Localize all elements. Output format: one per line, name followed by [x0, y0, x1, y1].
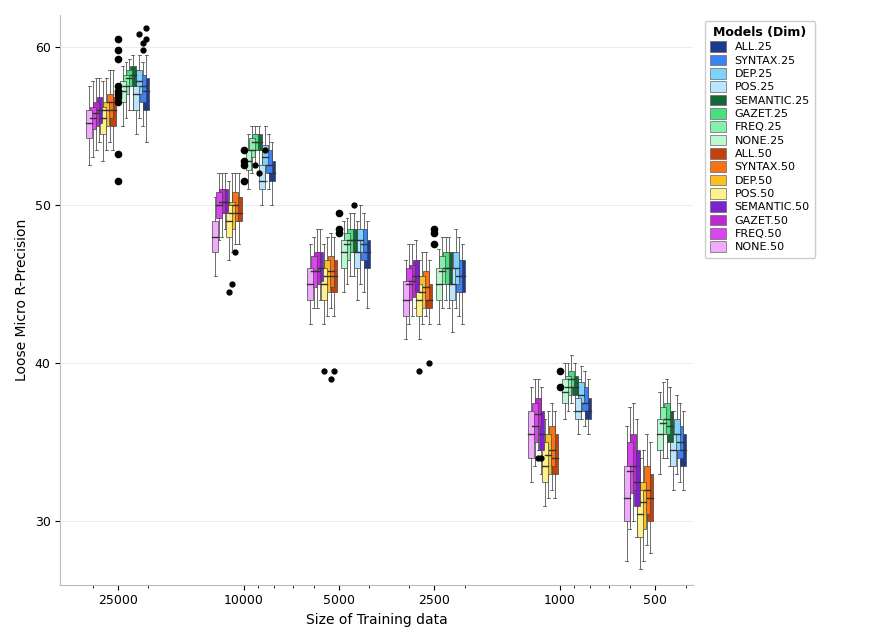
- Bar: [331, 260, 337, 292]
- Bar: [426, 284, 432, 308]
- Bar: [233, 192, 238, 221]
- Bar: [572, 376, 578, 395]
- Bar: [582, 387, 588, 411]
- Bar: [100, 107, 106, 134]
- Legend: ALL.25, SYNTAX.25, DEP.25, POS.25, SEMANTIC.25, GAZET.25, FREQ.25, NONE.25, ALL.: ALL.25, SYNTAX.25, DEP.25, POS.25, SEMAN…: [704, 21, 815, 258]
- Bar: [456, 260, 462, 292]
- Bar: [219, 189, 225, 213]
- Bar: [126, 71, 132, 86]
- Bar: [663, 403, 670, 435]
- Bar: [409, 265, 416, 297]
- Bar: [364, 239, 370, 268]
- Bar: [222, 189, 228, 213]
- Bar: [545, 435, 551, 474]
- Bar: [436, 268, 442, 300]
- Bar: [538, 411, 544, 450]
- Bar: [661, 408, 666, 435]
- Bar: [528, 411, 535, 458]
- Bar: [321, 268, 327, 300]
- Bar: [449, 268, 456, 300]
- Bar: [562, 379, 567, 403]
- Bar: [216, 192, 222, 218]
- Bar: [535, 398, 541, 426]
- Bar: [440, 256, 445, 284]
- Bar: [630, 435, 637, 490]
- Bar: [358, 229, 363, 252]
- Bar: [139, 75, 146, 102]
- Bar: [252, 134, 258, 150]
- Bar: [120, 82, 125, 102]
- Bar: [229, 202, 235, 229]
- Bar: [644, 466, 650, 514]
- Bar: [137, 71, 142, 94]
- Bar: [90, 107, 96, 129]
- Bar: [107, 94, 113, 118]
- Bar: [347, 229, 353, 252]
- Bar: [324, 260, 330, 292]
- Bar: [262, 144, 268, 166]
- Bar: [423, 272, 429, 300]
- Bar: [585, 398, 591, 419]
- Bar: [402, 281, 408, 316]
- Bar: [307, 268, 313, 300]
- Bar: [123, 75, 129, 94]
- Bar: [446, 252, 452, 284]
- Bar: [670, 435, 677, 466]
- Bar: [627, 442, 633, 493]
- Bar: [266, 150, 272, 173]
- Bar: [133, 86, 139, 110]
- Bar: [259, 166, 265, 189]
- Bar: [226, 205, 232, 236]
- Bar: [442, 252, 448, 284]
- Bar: [344, 234, 350, 260]
- Bar: [361, 229, 367, 260]
- Bar: [565, 376, 571, 395]
- Bar: [640, 482, 646, 530]
- Bar: [419, 276, 425, 308]
- Bar: [552, 435, 558, 474]
- X-axis label: Size of Training data: Size of Training data: [305, 613, 448, 627]
- Bar: [341, 239, 346, 268]
- Bar: [532, 403, 538, 442]
- Bar: [103, 102, 109, 126]
- Bar: [86, 110, 92, 139]
- Bar: [542, 442, 548, 482]
- Bar: [674, 419, 679, 450]
- Bar: [269, 160, 275, 181]
- Bar: [459, 260, 465, 292]
- Bar: [249, 139, 255, 157]
- Bar: [416, 284, 422, 316]
- Bar: [578, 382, 584, 403]
- Bar: [623, 466, 630, 521]
- Bar: [637, 490, 643, 537]
- Bar: [647, 474, 653, 521]
- Bar: [657, 419, 662, 450]
- Y-axis label: Loose Micro R-Precision: Loose Micro R-Precision: [15, 219, 29, 381]
- Bar: [97, 98, 102, 123]
- Bar: [256, 134, 261, 150]
- Bar: [354, 239, 360, 268]
- Bar: [667, 411, 673, 442]
- Bar: [351, 229, 357, 252]
- Bar: [245, 150, 251, 170]
- Bar: [236, 197, 242, 221]
- Bar: [93, 102, 99, 126]
- Bar: [314, 252, 321, 284]
- Bar: [453, 252, 458, 284]
- Bar: [680, 435, 686, 466]
- Bar: [110, 98, 116, 126]
- Bar: [318, 252, 323, 281]
- Bar: [677, 426, 683, 458]
- Bar: [311, 256, 317, 287]
- Bar: [575, 398, 581, 419]
- Bar: [549, 426, 555, 466]
- Bar: [212, 221, 218, 252]
- Bar: [130, 65, 136, 86]
- Bar: [568, 371, 575, 387]
- Bar: [634, 450, 639, 506]
- Bar: [143, 78, 149, 110]
- Bar: [328, 256, 334, 287]
- Bar: [406, 268, 412, 300]
- Bar: [413, 260, 418, 292]
